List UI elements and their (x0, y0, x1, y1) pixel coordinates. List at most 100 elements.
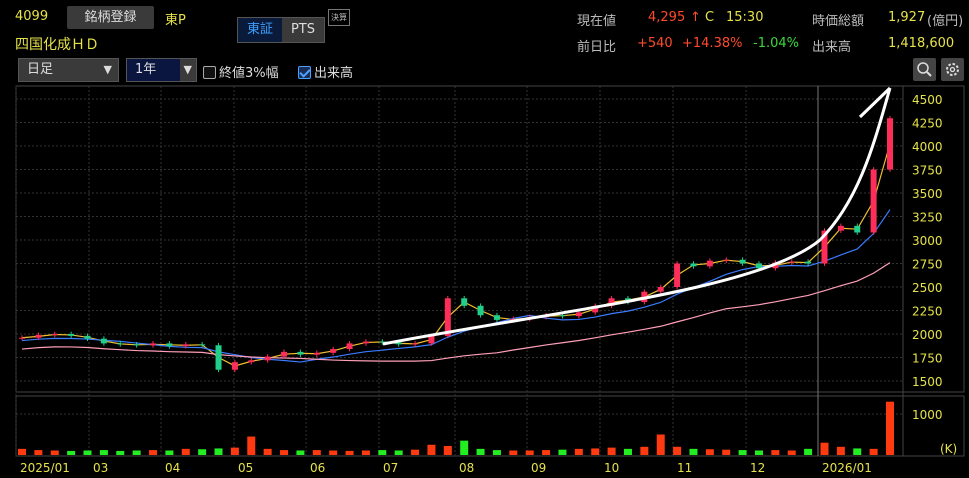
earnings-button[interactable]: 決算 (328, 9, 350, 26)
price-tick-label: 1750 (912, 352, 943, 366)
candle (575, 312, 582, 317)
volume-bar (607, 447, 616, 455)
zoom-magnifier-icon (917, 62, 932, 77)
market-label: 東P (165, 13, 186, 28)
company-name: 四国化成ＨＤ (15, 37, 99, 53)
register-button[interactable]: 銘柄登録 (67, 6, 154, 29)
volume-bar (869, 448, 878, 455)
candle (493, 315, 500, 320)
volume-bar (460, 440, 469, 455)
candle (592, 305, 599, 313)
month-label: 2025/01 (20, 461, 70, 475)
candle (657, 287, 664, 292)
volume-bar (18, 448, 26, 455)
candle (854, 225, 861, 233)
volume-bar (542, 450, 551, 455)
checkbox-icon (203, 66, 216, 79)
candle (19, 337, 25, 339)
volume-unit-label: (K) (940, 442, 957, 456)
price-tick-label: 3250 (912, 211, 943, 225)
volume-bar (296, 450, 305, 455)
change-value: +540 (637, 36, 673, 51)
price-time: 15:30 (726, 10, 764, 25)
volume-bar (722, 449, 731, 455)
candle (133, 344, 140, 346)
volume-value: 1,418,600 (888, 36, 955, 51)
volume-bar (525, 450, 534, 455)
volume-bar (820, 442, 829, 455)
period-value: 日足 (27, 62, 54, 77)
price-tick-label: 4500 (912, 93, 943, 107)
stock-code: 4099 (15, 9, 49, 24)
candle (264, 356, 271, 361)
up-arrow-icon: ↑ (690, 10, 701, 25)
candle (559, 315, 566, 317)
price-tick-label: 1500 (912, 375, 943, 389)
candle (444, 298, 451, 336)
change-label: 前日比 (577, 40, 617, 55)
volume-bar (263, 448, 272, 455)
volume-checkbox[interactable]: 出来高 (298, 62, 353, 81)
candle (313, 352, 320, 355)
month-label: 2026/01 (822, 461, 872, 475)
candle (477, 305, 484, 316)
volume-bar (312, 450, 321, 455)
exchange-toggle: 東証 PTS (237, 17, 325, 43)
candle (330, 349, 337, 353)
candle (68, 334, 75, 336)
volume-bar (673, 446, 682, 455)
month-label: 05 (238, 461, 253, 475)
price-tick-label: 3750 (912, 164, 943, 178)
volume-bar (886, 401, 894, 455)
volume-bar (558, 449, 567, 455)
zoom-button[interactable] (913, 58, 936, 81)
candle (51, 334, 58, 335)
price-tick-label: 2750 (912, 258, 943, 272)
month-label: 06 (310, 461, 325, 475)
candle (395, 342, 402, 345)
candle (739, 259, 746, 264)
candle (510, 318, 517, 320)
tab-tse[interactable]: 東証 (238, 18, 282, 42)
month-label: 12 (750, 461, 765, 475)
candle (788, 261, 795, 263)
volume-bar (656, 434, 665, 455)
volume-bar (345, 450, 354, 455)
volume-bar (427, 444, 436, 455)
volume-bar (705, 449, 714, 455)
candle (412, 343, 419, 345)
volume-bar (230, 447, 239, 455)
month-label: 10 (604, 461, 619, 475)
change-percent: +14.38% (682, 36, 743, 51)
candle (428, 335, 435, 344)
volume-bar (165, 450, 174, 455)
candle (723, 259, 730, 261)
settings-button[interactable] (941, 58, 964, 81)
month-label: 09 (531, 461, 546, 475)
candle (805, 261, 812, 264)
volume-bar (132, 450, 141, 455)
close3-checkbox[interactable]: 終値3%幅 (203, 62, 279, 81)
volume-bar (181, 448, 190, 455)
candle (84, 335, 91, 339)
moving-average-line (21, 262, 891, 362)
mcap-value: 1,927 (888, 10, 926, 25)
price-tick-label: 3500 (912, 187, 943, 201)
volume-bar (394, 450, 403, 455)
volume-bar (214, 448, 223, 455)
candle (182, 344, 189, 347)
period-select[interactable]: 日足 ▼ (18, 58, 119, 82)
checkbox-checked-icon (298, 66, 311, 79)
volume-label: 出来高 (314, 66, 354, 81)
moving-average-line (21, 209, 891, 363)
volume-bar (247, 436, 256, 455)
volume-label-quote: 出来高 (812, 40, 852, 55)
other-percent: -1.04% (753, 36, 799, 51)
volume-bar (509, 450, 518, 455)
volume-bar (361, 450, 370, 455)
tab-pts[interactable]: PTS (282, 18, 324, 42)
range-select[interactable]: 1年 ▼ (126, 58, 197, 82)
candle (362, 341, 369, 344)
mcap-unit: (億円) (927, 14, 964, 29)
